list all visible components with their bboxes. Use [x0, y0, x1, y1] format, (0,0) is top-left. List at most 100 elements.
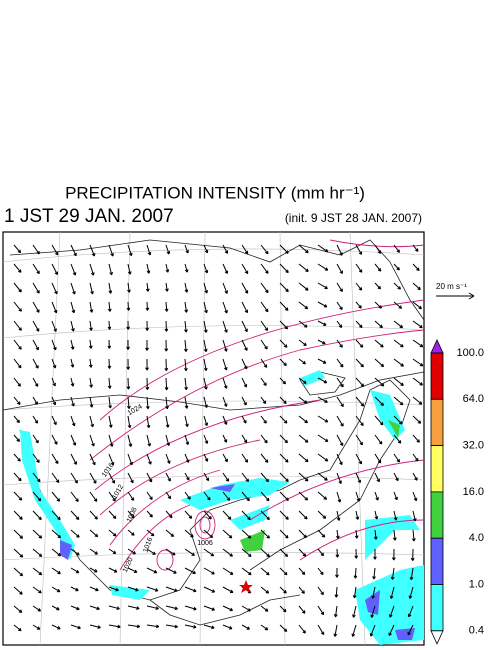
wind-arrow [108, 472, 115, 484]
wind-arrow [317, 415, 329, 423]
wind-arrow [411, 529, 416, 542]
wind-arrow [279, 529, 289, 539]
wind-arrow [146, 567, 158, 574]
wind-arrow [51, 244, 59, 256]
wind-arrow [241, 529, 252, 539]
colorbar-label: 16.0 [463, 486, 484, 498]
wind-arrow [336, 320, 343, 329]
wind-arrow [410, 548, 415, 561]
wind-arrow [374, 301, 382, 309]
wind-arrow [127, 434, 133, 447]
wind-arrow [241, 339, 248, 351]
wind-arrow [336, 244, 343, 256]
wind-arrow [70, 244, 77, 257]
wind-arrow [241, 567, 252, 576]
wind-arrow [13, 453, 21, 462]
wind-arrow [222, 567, 234, 575]
wind-arrow [51, 339, 57, 351]
wind-arrow [32, 263, 40, 275]
wind-arrow [222, 529, 233, 539]
wind-arrow [13, 529, 24, 539]
wind-arrow [298, 320, 308, 328]
wind-arrow [241, 453, 249, 463]
wind-arrow [279, 339, 288, 348]
wind-arrow [126, 396, 131, 409]
wind-arrow [70, 624, 81, 630]
colorbar-bottom [430, 630, 444, 645]
wind-arrow [222, 453, 228, 463]
wind-arrow [70, 586, 79, 592]
wind-arrow [146, 548, 156, 555]
wind-arrow [222, 548, 233, 557]
wind-arrow [146, 605, 159, 610]
wind-arrow [127, 472, 134, 484]
wind-arrow [32, 244, 40, 255]
wind-arrow [355, 434, 363, 446]
wind-arrow [317, 453, 329, 462]
wind-arrow [393, 415, 403, 425]
wind-arrow [336, 453, 343, 466]
wind-arrow [374, 339, 384, 348]
wind-arrow [222, 244, 228, 254]
wind-arrow [70, 529, 80, 538]
wind-arrow [374, 491, 379, 501]
wind-arrow [13, 339, 22, 350]
init-time: (init. 9 JST 28 JAN. 2007) [285, 211, 422, 225]
wind-arrow [298, 510, 308, 520]
wind-arrow [260, 377, 267, 386]
wind-arrow [70, 282, 76, 295]
wind-arrow [279, 567, 288, 576]
wind-arrow [355, 320, 363, 329]
wind-arrow [146, 263, 151, 274]
wind-arrow [298, 529, 307, 539]
wind-arrow [317, 339, 326, 345]
wind-arrow [260, 624, 269, 631]
colorbar-box [430, 398, 444, 446]
wind-arrow [241, 358, 248, 370]
wind-arrow [32, 624, 41, 630]
wind-arrow [355, 358, 364, 368]
wind-arrow [372, 567, 376, 580]
wind-arrow [279, 263, 289, 274]
wind-arrow [32, 339, 39, 351]
wind-arrow [184, 320, 188, 333]
wind-arrow [70, 548, 80, 556]
wind-arrow [222, 510, 232, 520]
wind-arrow [260, 263, 269, 274]
wind-arrow [355, 377, 365, 387]
wind-arrow [374, 510, 379, 520]
wind-arrow [374, 244, 382, 254]
wind-arrow [108, 605, 120, 610]
wind-arrow [298, 377, 307, 384]
wind-arrow [298, 491, 309, 501]
wind-arrow [279, 320, 289, 330]
wind-arrow [146, 586, 159, 592]
wind-arrow [70, 339, 75, 350]
wind-arrow [146, 510, 153, 518]
wind-arrow [70, 453, 77, 465]
wind-arrow [184, 453, 190, 463]
colorbar-top [430, 339, 444, 354]
wind-arrow [184, 567, 196, 575]
wind-arrow [241, 624, 251, 630]
wind-arrow [336, 358, 344, 368]
wind-arrow [51, 415, 57, 426]
wind-arrow [241, 434, 248, 444]
wind-arrow [412, 339, 424, 348]
wind-arrow [13, 586, 23, 595]
wind-arrow [127, 529, 135, 536]
wind-arrow [335, 548, 340, 558]
wind-arrow [412, 415, 422, 424]
wind-arrow [89, 244, 96, 257]
wind-arrow [412, 396, 423, 405]
wind-arrow [165, 605, 178, 611]
wind-arrow [89, 434, 95, 447]
wind-arrow [108, 491, 116, 502]
wind-arrow [32, 358, 39, 369]
colorbar-label: 64.0 [463, 393, 484, 405]
wind-arrow [184, 510, 193, 519]
wind-arrow [279, 491, 289, 501]
wind-arrow [393, 472, 399, 482]
wind-arrow [32, 586, 42, 594]
wind-arrow [317, 301, 328, 308]
